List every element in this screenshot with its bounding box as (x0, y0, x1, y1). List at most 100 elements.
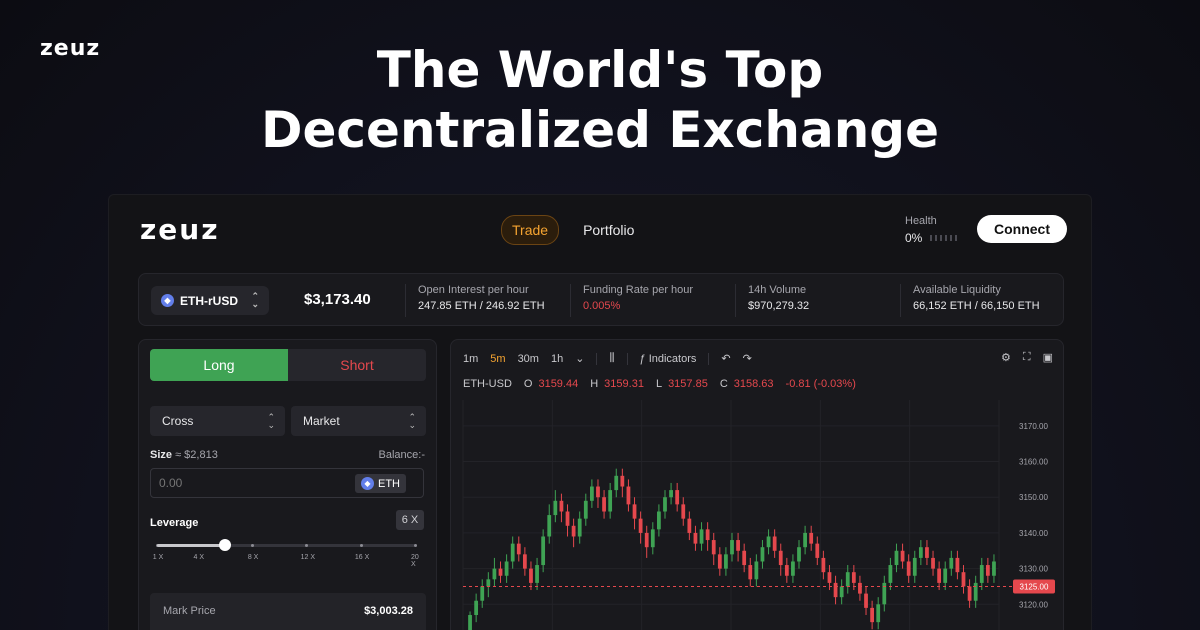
app-logo[interactable]: zeuz (140, 213, 220, 246)
side-tabs: Long Short (150, 349, 426, 381)
ohlc-open: 3159.44 (538, 378, 579, 390)
short-tab[interactable]: Short (340, 357, 374, 373)
leverage-slider-dot[interactable] (414, 544, 417, 547)
size-token-label: ETH (378, 477, 400, 490)
nav-tab-trade[interactable]: Trade (501, 215, 560, 245)
candle-down (742, 550, 747, 566)
stat-label: 14h Volume (748, 284, 807, 296)
candle-down (778, 550, 783, 566)
timeframe-1h[interactable]: 1h (550, 352, 564, 365)
mark-price-row: Mark Price $3,003.28 (150, 593, 426, 630)
leverage-slider[interactable] (156, 539, 417, 551)
candle-up (583, 500, 588, 519)
size-token-chip[interactable]: ◆ ETH (355, 474, 406, 493)
stat-value: 0.005% (583, 300, 621, 312)
order-type-select[interactable]: Market ⌃ ⌄ (291, 406, 426, 436)
indicators-label: Indicators (648, 352, 697, 365)
indicators-button[interactable]: ƒ Indicators (640, 353, 697, 365)
leverage-ticks: 1 X 4 X 8 X 12 X 16 X 20 X (153, 554, 425, 568)
candle-up (553, 500, 558, 516)
chevron-up-down-icon: ⌃ ⌄ (408, 412, 416, 430)
candle-up (766, 536, 771, 548)
stat-value: $970,279.32 (748, 300, 810, 312)
ohlc-o-label: O (523, 378, 533, 390)
margin-mode-select[interactable]: Cross ⌃ ⌄ (150, 406, 285, 436)
long-tab[interactable]: Long (150, 349, 288, 381)
candle-down (772, 536, 777, 551)
toolbar-divider (626, 352, 628, 365)
nav-tab-portfolio[interactable]: Portfolio (583, 222, 635, 238)
candle-down (870, 607, 875, 623)
candle-up (839, 586, 844, 598)
ohlc-close: 3158.63 (733, 378, 774, 390)
candle-up (949, 557, 954, 569)
stat-funding-rate: Funding Rate per hour 0.005% (570, 284, 693, 317)
market-info-bar: ◆ ETH-rUSD ⌃ ⌄ $3,173.40 Open Interest pe… (138, 273, 1064, 326)
timeframe-30m[interactable]: 30m (517, 352, 539, 365)
candle-up (992, 561, 996, 576)
timeframe-1m[interactable]: 1m (463, 352, 479, 365)
candle-down (925, 547, 929, 558)
candle-down (784, 565, 789, 576)
pair-selector[interactable]: ◆ ETH-rUSD ⌃ ⌄ (151, 286, 269, 315)
candle-up (797, 547, 801, 562)
candle-up (973, 582, 978, 601)
order-type-value: Market (303, 414, 340, 428)
leverage-slider-dot[interactable] (305, 544, 309, 547)
eth-icon: ◆ (361, 477, 374, 490)
leverage-value-badge[interactable]: 6 X (396, 510, 424, 530)
candle-down (833, 582, 838, 598)
y-axis-tick-label: 3140.00 (1019, 529, 1048, 538)
candle-up (888, 565, 893, 583)
candle-up (650, 529, 655, 548)
mark-price-label: Mark Price (163, 605, 216, 617)
candle-down (809, 532, 814, 544)
timeframe-5m[interactable]: 5m (490, 352, 506, 365)
leverage-slider-fill (157, 544, 225, 547)
margin-mode-value: Cross (162, 414, 194, 428)
candle-type-icon[interactable]: ⫼ (609, 352, 615, 364)
chart-tools: ⚙ ⛶ ▣ (1001, 351, 1053, 364)
candle-down (516, 543, 521, 555)
fullscreen-icon[interactable]: ⛶ (1022, 351, 1031, 363)
candle-up (845, 572, 850, 587)
stat-label: Open Interest per hour (418, 284, 529, 296)
candle-down (821, 557, 826, 573)
candle-up (547, 515, 552, 537)
leverage-slider-dot[interactable] (251, 544, 255, 547)
candle-down (961, 572, 966, 587)
camera-icon[interactable]: ▣ (1042, 352, 1053, 364)
connect-button[interactable]: Connect (977, 215, 1067, 243)
candle-up (480, 586, 485, 601)
candle-up (760, 547, 765, 562)
candle-up (791, 561, 795, 576)
chevron-down-icon[interactable]: ⌄ (575, 353, 585, 365)
candle-up (541, 536, 546, 566)
candle-up (589, 486, 594, 501)
undo-icon[interactable]: ↶ (721, 353, 731, 365)
leverage-slider-handle[interactable] (218, 539, 231, 551)
gear-icon[interactable]: ⚙ (1001, 352, 1011, 364)
y-axis-tick-label: 3120.00 (1019, 600, 1048, 609)
candle-down (705, 529, 710, 541)
candle-down (602, 497, 606, 512)
stat-label: Funding Rate per hour (583, 284, 694, 296)
leverage-tick-label: 8 X (247, 554, 259, 561)
candle-down (864, 593, 868, 608)
candle-down (596, 486, 600, 498)
stat-value: 247.85 ETH / 246.92 ETH (418, 300, 545, 312)
leverage-slider-dot[interactable] (359, 544, 363, 547)
y-axis-tick-label: 3170.00 (1019, 422, 1048, 431)
candlestick-chart[interactable]: 3170.00 3160.00 3150.00 3140.00 3130.00 3120.… (451, 400, 1064, 630)
mark-price-value: $3,003.28 (364, 605, 413, 617)
leverage-tick-label: 12 X (300, 554, 316, 561)
candle-down (687, 518, 692, 533)
ohlc-legend: ETH-USD O 3159.44 H 3159.31 L 3157.85 C 3158… (463, 378, 856, 390)
redo-icon[interactable]: ↷ (742, 353, 752, 365)
candle-up (492, 568, 497, 580)
ohlc-l-label: L (655, 378, 663, 390)
size-approx: ≈ $2,813 (175, 449, 218, 461)
leverage-tick-label: 16 X (354, 554, 370, 561)
candle-up (882, 582, 887, 605)
candle-down (559, 500, 564, 512)
